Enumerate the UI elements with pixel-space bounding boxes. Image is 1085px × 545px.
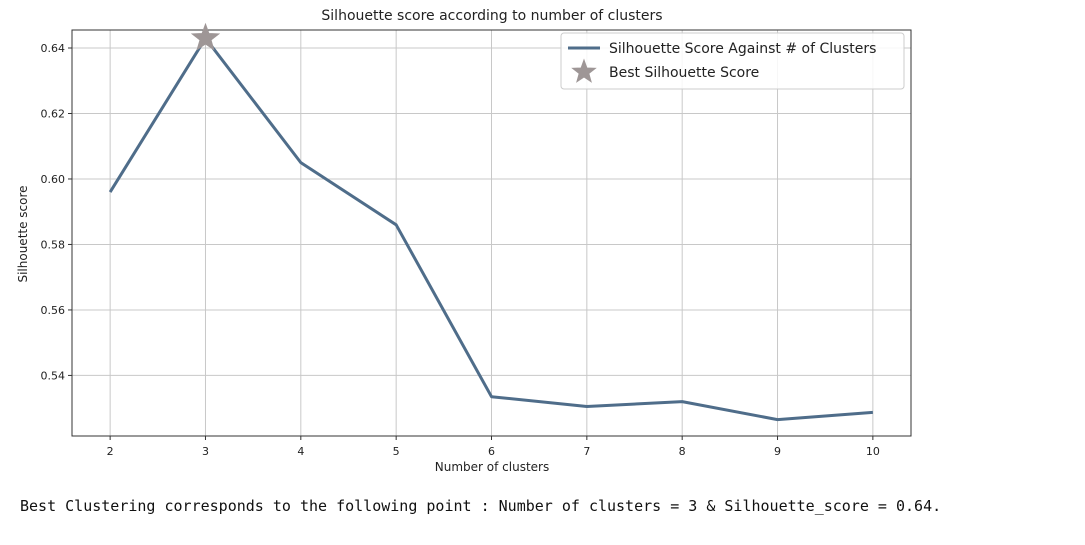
y-tick-label: 0.62	[41, 107, 66, 120]
output-text: Best Clustering corresponds to the follo…	[20, 497, 942, 515]
x-tick-label: 4	[297, 445, 304, 458]
series-group	[108, 22, 873, 422]
x-tick-label: 7	[583, 445, 590, 458]
series-line	[108, 36, 873, 422]
y-axis-ticks: 0.54 0.56 0.58 0.60 0.62 0.64	[41, 42, 72, 382]
x-tick-label: 6	[488, 445, 495, 458]
x-axis-label: Number of clusters	[435, 460, 549, 474]
plot-area	[71, 29, 912, 437]
y-tick-label: 0.54	[41, 369, 66, 382]
silhouette-chart: Silhouette score according to number of …	[16, 8, 912, 474]
legend-star-swatch	[571, 58, 597, 83]
grid-lines	[72, 30, 911, 436]
legend: Silhouette Score Against # of Clusters B…	[560, 32, 905, 90]
x-tick-label: 5	[393, 445, 400, 458]
x-tick-label: 2	[107, 445, 114, 458]
y-axis-label: Silhouette score	[16, 185, 30, 282]
x-axis-ticks: 2 3 4 5 6 7 8 9 10	[107, 436, 880, 458]
legend-label-best: Best Silhouette Score	[609, 65, 759, 81]
y-tick-label: 0.60	[41, 173, 66, 186]
y-tick-label: 0.56	[41, 304, 66, 317]
best-score-star	[190, 22, 221, 51]
x-tick-label: 8	[679, 445, 686, 458]
chart-title: Silhouette score according to number of …	[321, 8, 662, 24]
y-tick-label: 0.64	[41, 42, 66, 55]
x-tick-label: 10	[866, 445, 880, 458]
legend-label-series: Silhouette Score Against # of Clusters	[609, 41, 876, 57]
x-tick-label: 3	[202, 445, 209, 458]
y-tick-label: 0.58	[41, 238, 66, 251]
x-tick-label: 9	[774, 445, 781, 458]
